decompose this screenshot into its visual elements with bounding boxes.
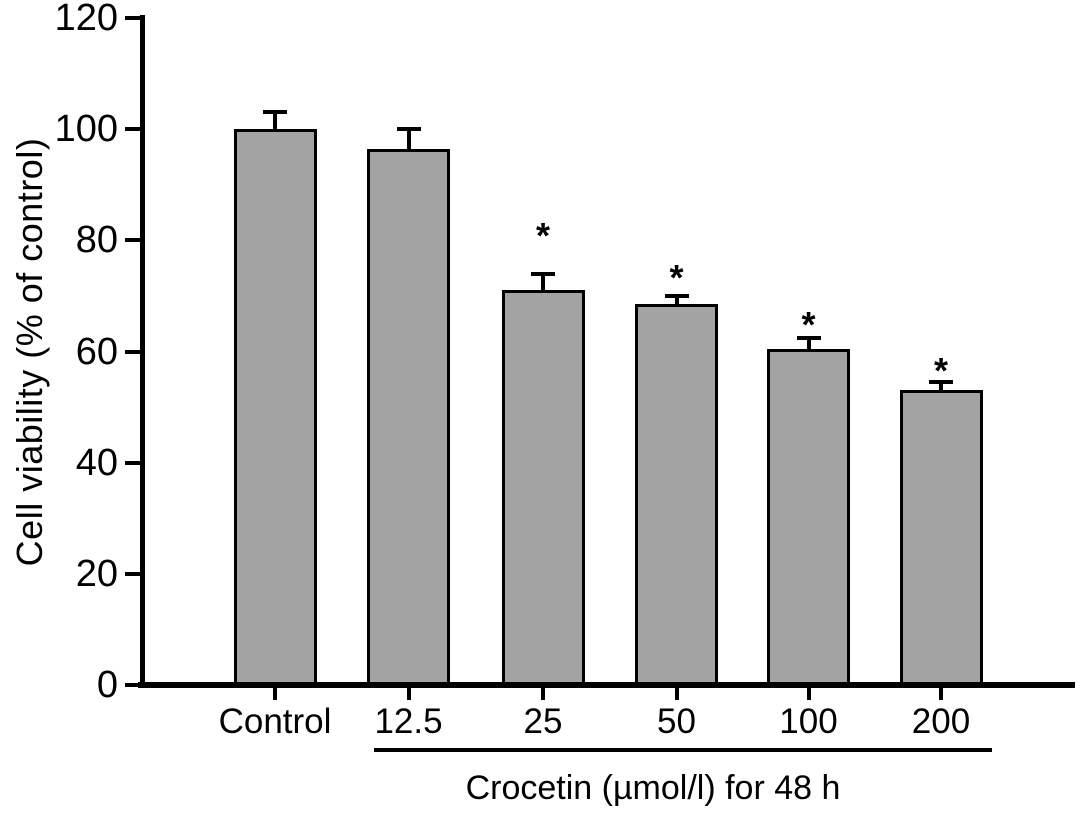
error-bar-cap <box>531 271 555 276</box>
significance-asterisk: * <box>535 214 551 256</box>
error-bar-stem <box>674 295 679 305</box>
x-tick-label-Control: Control <box>218 702 332 741</box>
x-tick-mark <box>806 688 811 700</box>
error-bar-stem <box>541 273 545 291</box>
y-tick-mark <box>125 16 140 20</box>
y-tick-label-40: 40 <box>75 441 118 484</box>
bar-12.5 <box>367 148 450 688</box>
x-tick-label-50: 50 <box>657 702 696 741</box>
x-tick-mark <box>939 688 943 700</box>
error-bar-cap <box>396 127 421 132</box>
y-tick-label-60: 60 <box>75 330 118 373</box>
y-tick-label-120: 120 <box>54 0 118 39</box>
y-tick-label-0: 0 <box>96 664 118 706</box>
bar-50 <box>635 304 718 688</box>
x-tick-mark <box>674 688 679 700</box>
error-bar-stem <box>939 382 943 391</box>
bar-100 <box>767 348 850 688</box>
error-bar-cap <box>796 335 821 340</box>
y-axis-line <box>140 15 145 688</box>
error-bar-cap <box>664 293 689 298</box>
error-bar-stem <box>273 112 277 130</box>
error-bar-stem <box>406 129 411 149</box>
error-bar-cap <box>263 110 287 115</box>
x-tick-label-100: 100 <box>779 702 838 741</box>
x-tick-mark <box>541 688 545 700</box>
bar-25 <box>501 290 585 688</box>
x-tick-label-25: 25 <box>523 702 563 741</box>
bar-200 <box>899 390 983 688</box>
y-tick-mark <box>125 460 140 465</box>
y-tick-mark <box>125 571 140 576</box>
y-tick-mark <box>125 683 140 687</box>
x-tick-label-12.5: 12.5 <box>374 702 443 741</box>
x-tick-mark <box>406 688 411 700</box>
x-tick-mark <box>273 688 277 700</box>
y-tick-mark <box>125 127 140 132</box>
y-tick-label-20: 20 <box>75 552 118 595</box>
y-tick-mark <box>125 238 140 243</box>
bar-Control <box>233 129 317 688</box>
significance-asterisk: * <box>669 257 684 299</box>
y-tick-mark <box>125 349 140 354</box>
error-bar-cap <box>929 380 953 385</box>
y-tick-label-100: 100 <box>54 108 118 151</box>
group-bracket-line <box>374 748 992 752</box>
group-bracket-label: Crocetin (µmol/l) for 48 h <box>465 769 841 807</box>
x-axis-line <box>138 682 1075 688</box>
x-tick-label-200: 200 <box>911 702 971 741</box>
error-bar-stem <box>806 337 811 349</box>
significance-asterisk: * <box>933 350 949 392</box>
y-tick-label-80: 80 <box>75 219 118 262</box>
significance-asterisk: * <box>801 303 816 345</box>
